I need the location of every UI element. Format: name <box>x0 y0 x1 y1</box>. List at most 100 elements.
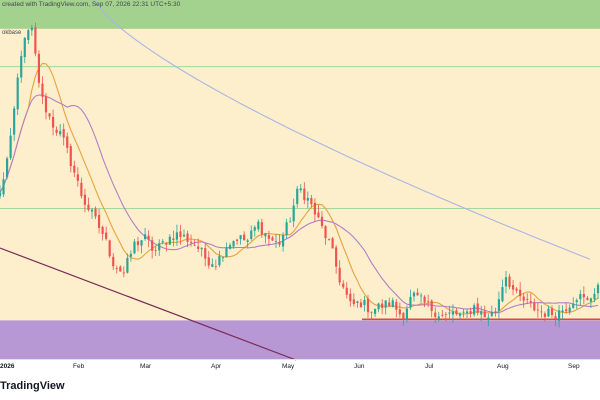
candle-body-137 <box>483 311 486 318</box>
trendline-layer <box>0 247 297 361</box>
candle-body-67 <box>235 239 239 241</box>
candle-body-73 <box>257 221 260 230</box>
candle-body-103 <box>363 299 366 306</box>
candle-body-142 <box>501 287 504 302</box>
candle-body-89 <box>313 202 317 215</box>
plot-background <box>0 0 600 360</box>
candle-body-45 <box>158 243 161 251</box>
moving-averages-layer <box>0 0 599 315</box>
candle-body-162 <box>572 303 575 308</box>
candle-body-127 <box>448 312 451 314</box>
candle-body-139 <box>490 312 493 316</box>
candle-body-57 <box>200 247 203 250</box>
candle-body-20 <box>69 146 72 167</box>
candle-body-154 <box>543 313 547 317</box>
candle-body-123 <box>434 312 437 317</box>
trendline <box>0 247 297 361</box>
candle-body-59 <box>207 257 210 266</box>
candle-body-111 <box>391 300 394 307</box>
candle-body-164 <box>579 294 582 300</box>
candle-body-3 <box>9 135 12 158</box>
candle-body-74 <box>260 222 263 235</box>
candle-body-48 <box>168 236 171 245</box>
x-tick-jun: Jun <box>354 363 365 370</box>
candle-body-62 <box>218 255 221 266</box>
candle-body-143 <box>504 277 508 287</box>
candle-body-144 <box>508 276 511 288</box>
candle-body-105 <box>370 311 373 313</box>
candle-body-76 <box>267 235 271 239</box>
candle-body-138 <box>487 317 490 319</box>
candle-body-36 <box>126 257 129 273</box>
candle-body-28 <box>97 214 101 228</box>
candle-body-51 <box>179 231 182 237</box>
candle-body-120 <box>423 296 426 303</box>
candle-body-8 <box>27 30 30 41</box>
x-tick-mar: Mar <box>140 363 152 370</box>
candle-body-124 <box>437 316 440 319</box>
candle-body-149 <box>526 298 529 300</box>
x-tick-aug: Aug <box>497 363 509 370</box>
candle-body-147 <box>519 289 522 297</box>
candle-body-38 <box>133 241 136 254</box>
candle-body-72 <box>253 227 256 231</box>
candle-body-128 <box>451 311 455 315</box>
candle-body-21 <box>73 165 76 173</box>
moving-average-0 <box>0 62 599 315</box>
candle-body-104 <box>366 298 370 313</box>
candle-body-113 <box>398 309 401 315</box>
candle-body-30 <box>105 232 108 239</box>
candle-body-112 <box>395 301 398 310</box>
candle-body-61 <box>214 266 217 268</box>
candle-body-131 <box>462 311 465 313</box>
candle-body-32 <box>112 256 115 267</box>
candle-body-161 <box>568 307 571 312</box>
candle-body-166 <box>586 297 589 300</box>
candle-body-168 <box>593 293 596 300</box>
candle-body-14 <box>48 113 51 117</box>
candle-body-151 <box>533 302 536 311</box>
candle-body-83 <box>292 205 295 222</box>
candle-body-94 <box>331 238 334 249</box>
candle-body-135 <box>476 303 479 313</box>
candle-body-13 <box>44 96 48 113</box>
candle-body-106 <box>373 308 377 314</box>
candle-body-108 <box>381 303 384 308</box>
candle-body-122 <box>430 300 433 311</box>
candle-body-54 <box>189 241 193 243</box>
candle-body-97 <box>342 283 345 288</box>
moving-average-1 <box>0 94 599 314</box>
candle-body-82 <box>289 221 292 223</box>
candle-body-39 <box>136 241 140 246</box>
candle-body-95 <box>335 247 338 267</box>
candle-body-43 <box>151 240 154 251</box>
candle-body-102 <box>359 302 363 308</box>
candle-body-121 <box>427 301 430 303</box>
candle-body-110 <box>388 302 391 307</box>
candle-body-157 <box>554 316 557 319</box>
moving-average-2 <box>94 0 591 260</box>
candle-body-9 <box>30 27 33 31</box>
x-tick-sep: Sep <box>568 363 580 370</box>
candle-body-4 <box>13 108 16 135</box>
chart-created-text: created with TradingView.com, Sep 07, 20… <box>2 1 181 8</box>
candle-body-140 <box>494 311 497 313</box>
x-tick-apr: Apr <box>211 363 222 370</box>
x-tick-feb: Feb <box>73 363 85 370</box>
candle-body-107 <box>377 303 380 310</box>
candle-body-50 <box>175 232 179 240</box>
candle-body-91 <box>320 216 324 227</box>
zone-band-1 <box>0 320 600 360</box>
candle-body-22 <box>76 174 79 181</box>
candle-body-69 <box>243 234 246 241</box>
candle-body-44 <box>154 249 157 251</box>
candle-body-64 <box>225 247 228 258</box>
candle-body-85 <box>299 188 302 191</box>
candle-body-98 <box>345 287 348 295</box>
candle-body-63 <box>221 257 225 259</box>
candle-body-52 <box>182 234 186 237</box>
candle-body-141 <box>497 299 501 311</box>
candle-body-71 <box>250 230 253 239</box>
candle-body-136 <box>480 311 483 315</box>
